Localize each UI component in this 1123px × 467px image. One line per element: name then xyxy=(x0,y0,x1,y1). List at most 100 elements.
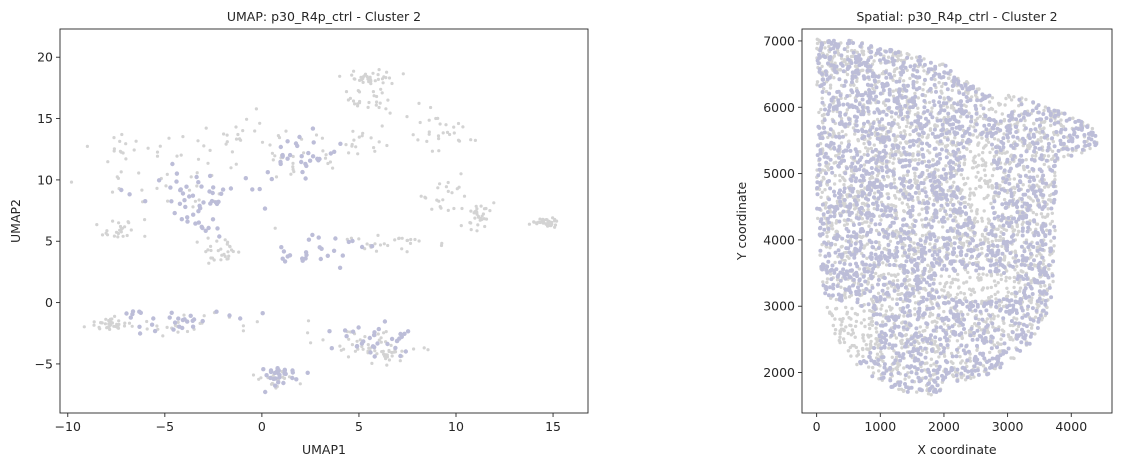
spatial-point xyxy=(837,144,842,149)
umap-point xyxy=(377,338,381,342)
spatial-point xyxy=(975,263,980,268)
spatial-point xyxy=(884,159,889,164)
spatial-point xyxy=(880,203,885,207)
umap-series-cluster xyxy=(119,126,411,395)
umap-point xyxy=(430,149,434,153)
spatial-point xyxy=(855,68,860,73)
spatial-point xyxy=(903,103,908,108)
spatial-point xyxy=(958,155,963,160)
umap-y-axis-label: UMAP2 xyxy=(8,199,23,243)
umap-point xyxy=(99,321,103,325)
spatial-point xyxy=(818,248,823,253)
spatial-point xyxy=(914,326,919,331)
spatial-point xyxy=(876,277,881,282)
spatial-point xyxy=(988,118,993,122)
spatial-point xyxy=(1024,341,1029,346)
spatial-point xyxy=(954,144,958,148)
spatial-point xyxy=(917,200,922,205)
spatial-point xyxy=(990,356,995,361)
spatial-point xyxy=(967,132,972,136)
spatial-point xyxy=(1020,214,1025,219)
umap-point xyxy=(143,218,147,222)
umap-point xyxy=(400,349,404,353)
spatial-point xyxy=(1018,289,1022,293)
spatial-point xyxy=(934,325,939,330)
umap-point xyxy=(369,82,373,86)
spatial-point xyxy=(977,317,981,322)
spatial-point xyxy=(944,145,948,149)
spatial-point xyxy=(966,270,970,275)
spatial-point xyxy=(952,241,957,246)
spatial-point xyxy=(1033,127,1038,132)
umap-point xyxy=(450,191,454,195)
spatial-point xyxy=(872,110,877,115)
spatial-point xyxy=(923,375,928,380)
spatial-point xyxy=(1039,192,1044,197)
umap-point xyxy=(427,132,431,136)
spatial-point xyxy=(907,152,912,157)
spatial-point xyxy=(1047,283,1052,287)
spatial-point xyxy=(839,96,843,101)
spatial-point xyxy=(947,274,951,279)
umap-point xyxy=(214,309,219,314)
umap-point xyxy=(237,250,241,254)
spatial-point xyxy=(935,124,939,128)
spatial-point xyxy=(920,233,925,238)
spatial-point xyxy=(943,369,948,374)
spatial-point xyxy=(1003,103,1007,107)
spatial-point xyxy=(1006,346,1011,351)
spatial-point xyxy=(856,285,860,290)
umap-point xyxy=(241,324,245,328)
spatial-point xyxy=(854,270,859,275)
umap-point xyxy=(257,186,262,192)
spatial-point xyxy=(892,73,897,78)
spatial-point xyxy=(878,296,883,300)
umap-x-tick-label: 10 xyxy=(448,419,464,434)
spatial-point xyxy=(1010,157,1015,162)
spatial-point xyxy=(871,371,876,375)
spatial-point xyxy=(964,299,969,304)
spatial-point xyxy=(891,78,895,83)
spatial-point xyxy=(865,347,869,351)
spatial-point xyxy=(1035,141,1040,146)
spatial-point xyxy=(1017,113,1022,118)
spatial-point xyxy=(874,271,878,276)
spatial-point xyxy=(1000,112,1004,116)
umap-point xyxy=(356,102,360,106)
spatial-point xyxy=(928,178,933,183)
umap-point xyxy=(209,248,213,253)
spatial-point xyxy=(923,94,928,98)
spatial-point xyxy=(857,222,862,226)
spatial-point xyxy=(905,141,909,145)
spatial-point xyxy=(896,122,900,127)
spatial-point xyxy=(945,236,949,241)
spatial-point xyxy=(998,235,1002,239)
spatial-point xyxy=(843,178,847,183)
spatial-point xyxy=(1007,299,1012,303)
spatial-point xyxy=(881,261,885,265)
spatial-point xyxy=(1030,292,1035,296)
spatial-point xyxy=(997,103,1001,107)
umap-point xyxy=(375,100,379,104)
spatial-point xyxy=(975,328,980,333)
spatial-point xyxy=(867,141,872,146)
spatial-point xyxy=(869,55,874,60)
spatial-point xyxy=(1003,201,1008,206)
umap-point xyxy=(254,107,258,111)
spatial-point xyxy=(959,167,964,172)
umap-point xyxy=(108,317,113,321)
umap-point xyxy=(400,247,404,251)
spatial-point xyxy=(1093,133,1098,138)
spatial-point xyxy=(932,328,937,333)
spatial-point xyxy=(862,267,867,272)
umap-point xyxy=(106,160,110,164)
umap-point xyxy=(441,131,445,135)
umap-point xyxy=(209,256,213,260)
spatial-point xyxy=(1045,214,1050,218)
spatial-point xyxy=(886,272,891,276)
umap-point xyxy=(317,245,322,250)
spatial-point xyxy=(928,237,933,242)
spatial-point xyxy=(907,53,911,57)
spatial-point xyxy=(957,161,962,165)
umap-point xyxy=(294,377,299,382)
